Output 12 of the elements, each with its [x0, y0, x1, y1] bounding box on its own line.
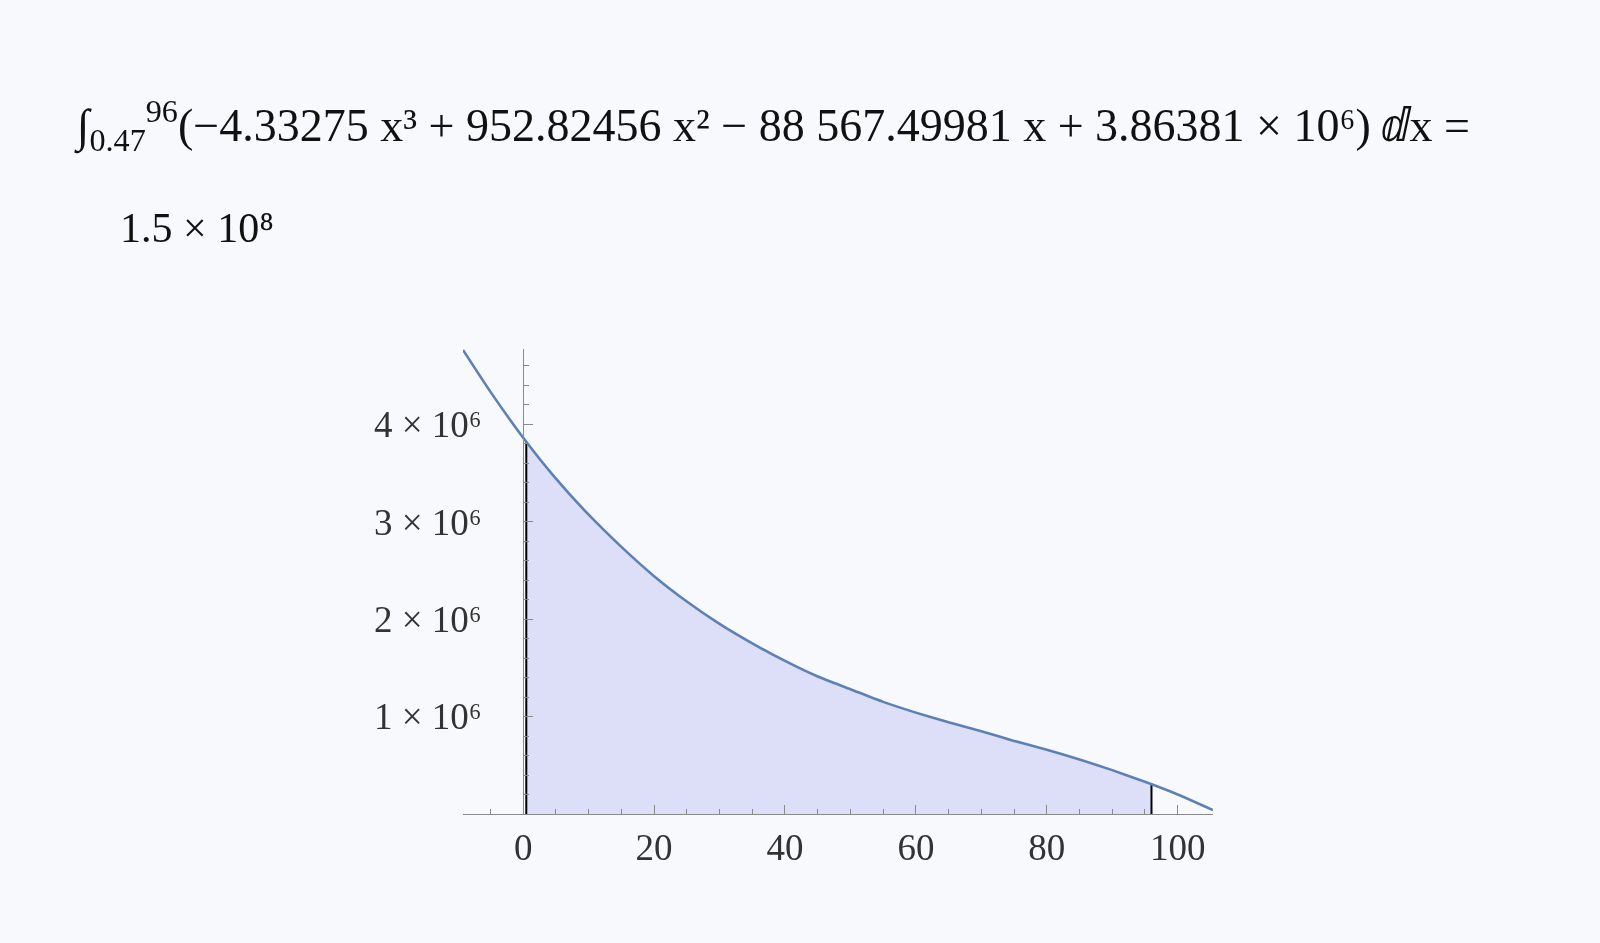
chart-subtitle: 1.5 × 10⁸ [120, 205, 274, 251]
y-tick-label: 2 × 10⁶ [373, 598, 482, 640]
y-tick-label: 3 × 10⁶ [373, 501, 482, 543]
x-tick-label: 60 [897, 826, 935, 868]
x-tick-label: 100 [1149, 826, 1206, 868]
y-tick-label: 4 × 10⁶ [373, 404, 482, 446]
y-tick-label: 1 × 10⁶ [373, 696, 482, 738]
x-tick-label: 20 [635, 826, 673, 868]
x-tick-label: 40 [766, 826, 804, 868]
chart-title: ∫$_{0.47}$$^{96}$(−4.33275 x³ + 952.82456 x² − 88 567.49981 x + 3.86381 × 10⁶) ⅆx = [73, 92, 1470, 158]
x-tick-label: 0 [513, 826, 533, 868]
x-tick-label: 80 [1028, 826, 1066, 868]
